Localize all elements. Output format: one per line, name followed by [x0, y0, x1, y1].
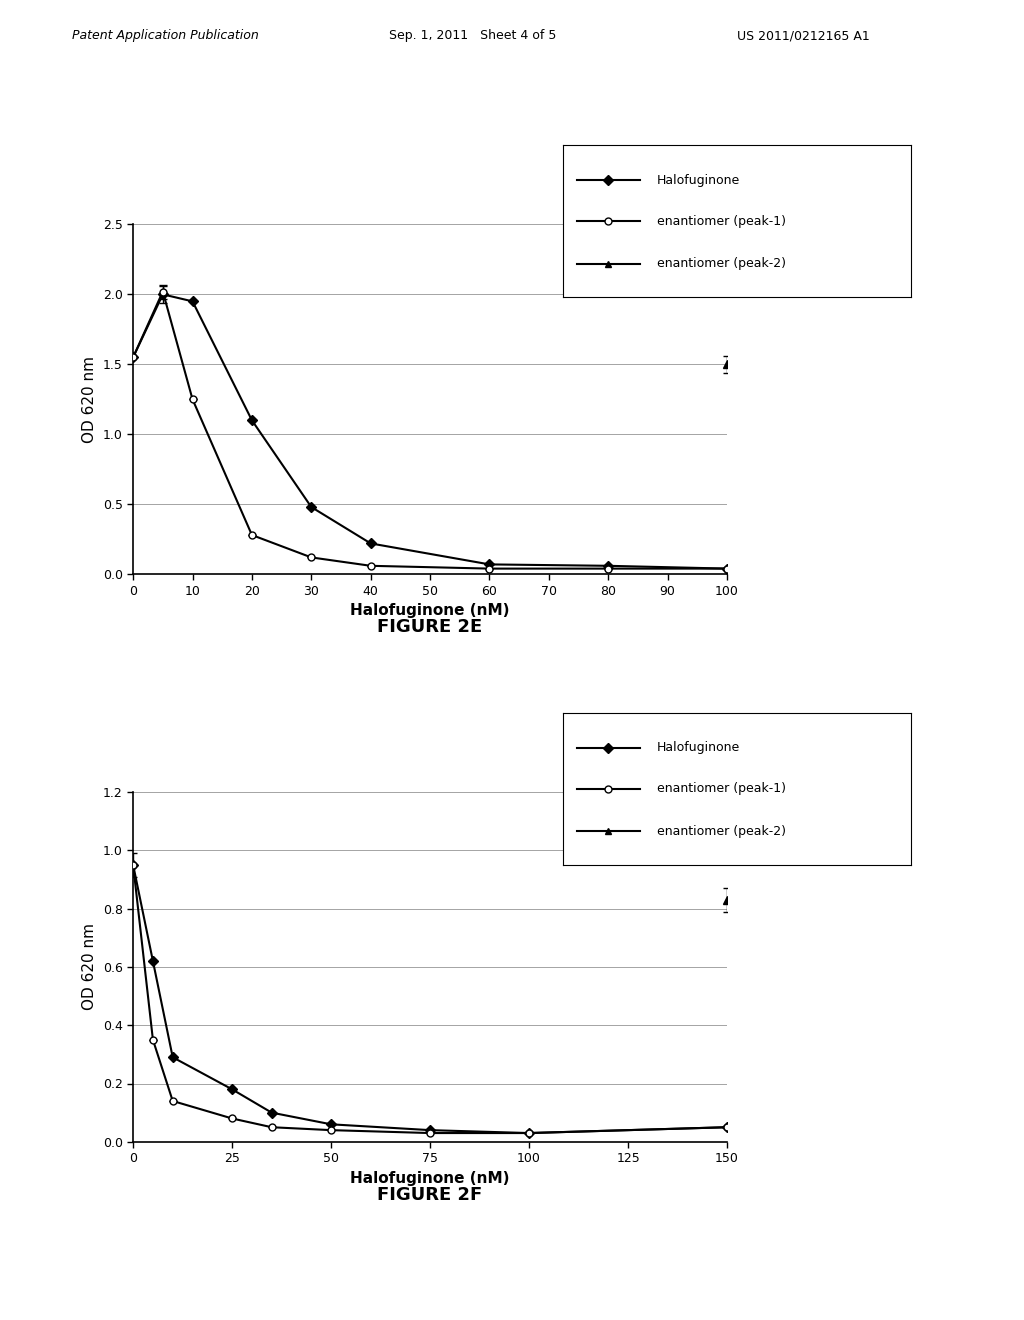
Text: enantiomer (peak-2): enantiomer (peak-2): [657, 825, 786, 838]
Text: Patent Application Publication: Patent Application Publication: [72, 29, 258, 42]
Text: enantiomer (peak-1): enantiomer (peak-1): [657, 215, 786, 227]
X-axis label: Halofuginone (nM): Halofuginone (nM): [350, 1171, 510, 1185]
Y-axis label: OD 620 nm: OD 620 nm: [82, 924, 97, 1010]
Text: Halofuginone: Halofuginone: [657, 742, 740, 754]
Text: Halofuginone: Halofuginone: [657, 174, 740, 186]
Text: enantiomer (peak-2): enantiomer (peak-2): [657, 257, 786, 271]
Y-axis label: OD 620 nm: OD 620 nm: [82, 356, 97, 442]
Text: FIGURE 2F: FIGURE 2F: [378, 1185, 482, 1204]
Text: FIGURE 2E: FIGURE 2E: [378, 618, 482, 636]
Text: US 2011/0212165 A1: US 2011/0212165 A1: [737, 29, 870, 42]
X-axis label: Halofuginone (nM): Halofuginone (nM): [350, 603, 510, 618]
Text: enantiomer (peak-1): enantiomer (peak-1): [657, 783, 786, 795]
Text: Sep. 1, 2011   Sheet 4 of 5: Sep. 1, 2011 Sheet 4 of 5: [389, 29, 556, 42]
